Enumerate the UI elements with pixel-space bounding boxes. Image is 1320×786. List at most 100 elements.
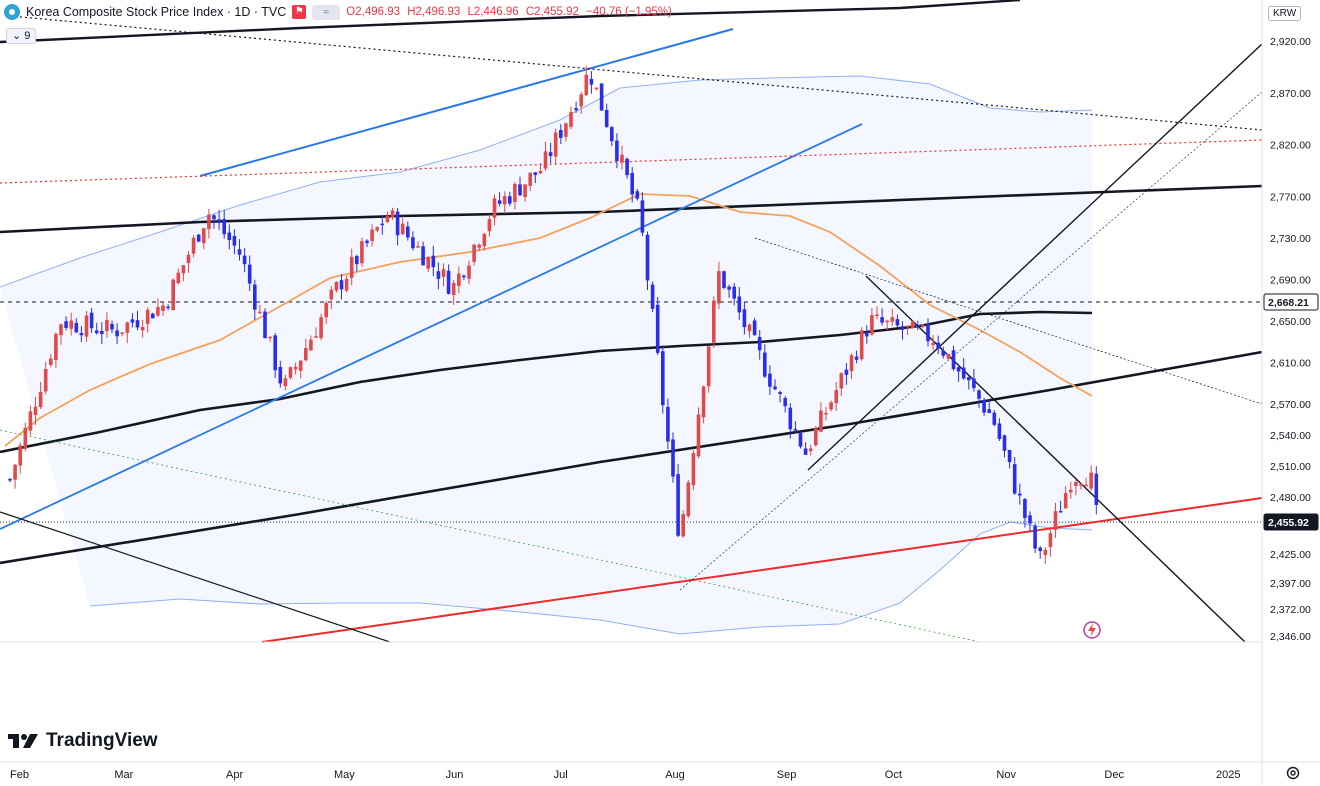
candle-down (625, 158, 629, 176)
event-lightning-icon[interactable] (1083, 621, 1101, 639)
candle-up (171, 279, 175, 311)
candle-up (477, 244, 481, 248)
candle-down (610, 127, 614, 142)
candle-down (462, 275, 466, 278)
candle-up (905, 325, 910, 328)
candle-down (645, 234, 650, 281)
candle-down (1023, 499, 1027, 519)
candle-down (752, 320, 757, 336)
candle-down (263, 311, 267, 339)
candle-down (941, 350, 946, 356)
candle-down (768, 373, 772, 387)
bollinger-upper (0, 75, 1093, 288)
candle-up (584, 74, 589, 96)
candle-down (1018, 493, 1022, 496)
candle-up (808, 448, 813, 452)
candle-down (982, 399, 986, 413)
candle-down (778, 392, 782, 394)
candle-up (125, 322, 130, 333)
tradingview-logo[interactable]: TradingView (8, 730, 158, 752)
x-tick-label: Jun (446, 769, 464, 781)
candle-up (467, 265, 471, 279)
candle-down (956, 367, 961, 372)
candle-up (472, 244, 476, 262)
candle-down (1038, 547, 1042, 552)
symbol-title[interactable]: Korea Composite Stock Price Index · 1D ·… (26, 5, 287, 19)
candle-up (870, 315, 874, 335)
candle-up (84, 315, 89, 337)
candle-down (406, 226, 410, 238)
candle-down (253, 284, 257, 310)
x-tick-label: Apr (226, 769, 243, 781)
candle-up (931, 342, 935, 346)
y-tick-label: 2,820.00 (1270, 140, 1311, 152)
candle-down (671, 439, 675, 477)
candle-down (436, 271, 441, 279)
candle-up (314, 336, 318, 338)
candle-up (686, 482, 691, 517)
chart-settings-icon[interactable] (1285, 765, 1301, 786)
candle-up (553, 132, 558, 157)
candle-up (319, 317, 323, 339)
symbol-logo-icon (4, 4, 20, 20)
candle-down (604, 110, 609, 127)
x-tick-label: Aug (665, 769, 685, 781)
candle-down (166, 306, 170, 309)
candle-up (712, 300, 716, 343)
candle-up (161, 305, 165, 311)
x-tick-label: Mar (114, 769, 133, 781)
candle-down (508, 196, 512, 204)
candle-down (844, 369, 849, 375)
candle-down (655, 304, 660, 353)
candle-up (1063, 492, 1068, 509)
candle-down (8, 478, 12, 481)
candle-down (421, 246, 425, 266)
candle-up (946, 354, 951, 359)
fine-downtrend-line (754, 237, 1263, 405)
candle-up (482, 233, 487, 247)
candles-group (8, 66, 1099, 565)
candle-up (385, 216, 390, 223)
y-tick-label: 2,770.00 (1270, 191, 1311, 203)
candle-down (242, 255, 247, 265)
candle-up (400, 223, 405, 235)
symbol-header[interactable]: Korea Composite Stock Price Index · 1D ·… (4, 4, 676, 20)
flag-icon[interactable]: ⚑ (292, 5, 307, 19)
candle-down (589, 78, 594, 85)
ma-trend-upper (0, 184, 1263, 234)
candle-up (502, 196, 507, 205)
compare-toggle-icon[interactable]: ≈ (312, 4, 341, 20)
candle-up (1043, 549, 1048, 556)
candle-up (814, 428, 818, 446)
y-tick-label: 2,650.00 (1270, 316, 1311, 328)
x-tick-label: Dec (1104, 769, 1124, 781)
candle-down (661, 351, 665, 406)
bollinger-fill (0, 76, 1092, 634)
y-tick-label: 2,540.00 (1270, 430, 1311, 442)
candle-down (94, 330, 99, 334)
red-trendline (261, 497, 1263, 643)
svg-text:2,455.92: 2,455.92 (1268, 517, 1309, 529)
candle-down (936, 342, 940, 349)
bollinger-lower (89, 521, 1093, 635)
candle-up (324, 303, 328, 318)
candle-up (849, 355, 854, 372)
candle-up (18, 445, 22, 466)
indicator-toggle[interactable]: ⌄ 9 (6, 28, 37, 44)
black-uptrend-steep (807, 43, 1263, 471)
candle-up (691, 453, 696, 486)
candle-up (910, 321, 915, 329)
candle-up (43, 368, 48, 392)
current-price-label: 2,455.92 (1263, 513, 1319, 531)
candle-up (839, 373, 844, 389)
candle-up (54, 333, 58, 361)
candle-down (130, 319, 135, 323)
candle-up (492, 198, 497, 218)
svg-text:2,668.21: 2,668.21 (1268, 297, 1309, 309)
candle-up (1084, 484, 1088, 487)
price-label-dashed: 2,668.21 (1263, 293, 1319, 311)
candle-down (217, 219, 221, 223)
x-tick-label: Nov (996, 769, 1016, 781)
currency-badge[interactable]: KRW (1268, 6, 1302, 21)
